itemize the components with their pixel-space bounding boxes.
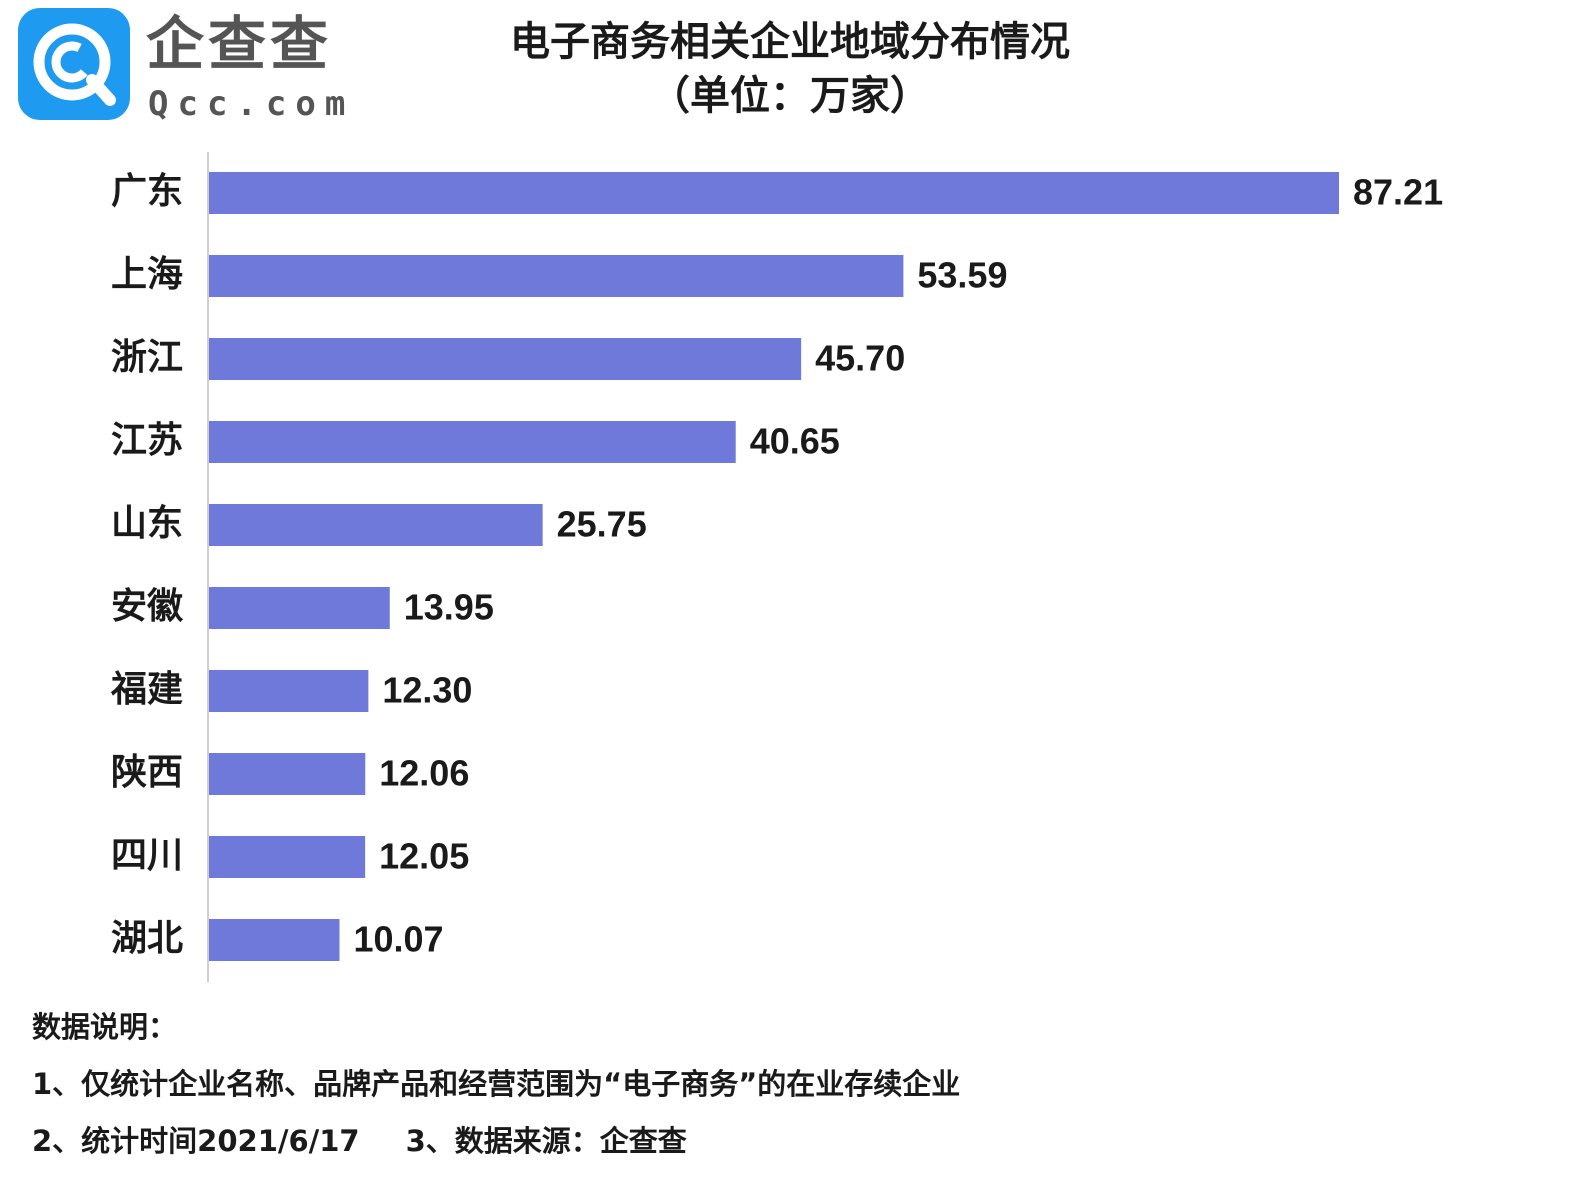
notes-stat-time: 2、统计时间2021/6/17 [32,1124,360,1158]
notes-line-1: 1、仅统计企业名称、品牌产品和经营范围为“电子商务”的在业存续企业 [32,1067,961,1101]
bar [209,504,543,546]
bar [209,670,369,712]
bar [209,587,390,629]
category-label: 陕西 [111,752,183,793]
bar [209,753,366,795]
notes-line-2: 2、统计时间2021/6/17 3、数据来源：企查查 [32,1118,687,1160]
category-label: 浙江 [111,337,183,378]
category-label: 福建 [110,669,183,710]
chart-subtitle: （单位：万家） [650,73,930,119]
value-label: 12.05 [379,836,469,877]
value-label: 12.06 [379,753,469,794]
category-label: 四川 [111,835,183,876]
bar [209,338,802,380]
bar [209,255,904,297]
bars-group: 广东 87.21 上海 53.59 浙江 45.70 江苏 40.65 山东 25.75 安徽 13.… [110,171,1443,961]
bar [209,919,340,961]
notes-heading: 数据说明： [32,1010,178,1044]
value-label: 12.30 [382,670,472,711]
bar [209,421,736,463]
category-label: 江苏 [111,420,183,461]
category-label: 湖北 [111,918,183,959]
notes-data-source: 3、数据来源：企查查 [405,1124,687,1158]
category-label: 广东 [111,171,183,212]
value-label: 45.70 [815,338,905,379]
value-label: 10.07 [353,919,443,960]
logo-domain: Qcc.com [148,84,355,124]
logo-badge-icon [18,8,130,120]
chart-title: 电子商务相关企业地域分布情况 [510,19,1070,65]
value-label: 13.95 [404,587,494,628]
category-label: 上海 [111,254,183,295]
value-label: 40.65 [750,421,840,462]
category-label: 安徽 [111,586,184,627]
bar [209,836,366,878]
logo-name: 企查查 [146,10,333,78]
category-label: 山东 [111,503,183,544]
bar-chart: 广东 87.21 上海 53.59 浙江 45.70 江苏 40.65 山东 25.75 安徽 13.… [110,152,1443,982]
value-label: 53.59 [917,255,1007,296]
brand-logo: 企查查 Qcc.com [18,8,348,126]
value-label: 87.21 [1353,172,1443,213]
bar [209,172,1339,214]
value-label: 25.75 [557,504,647,545]
